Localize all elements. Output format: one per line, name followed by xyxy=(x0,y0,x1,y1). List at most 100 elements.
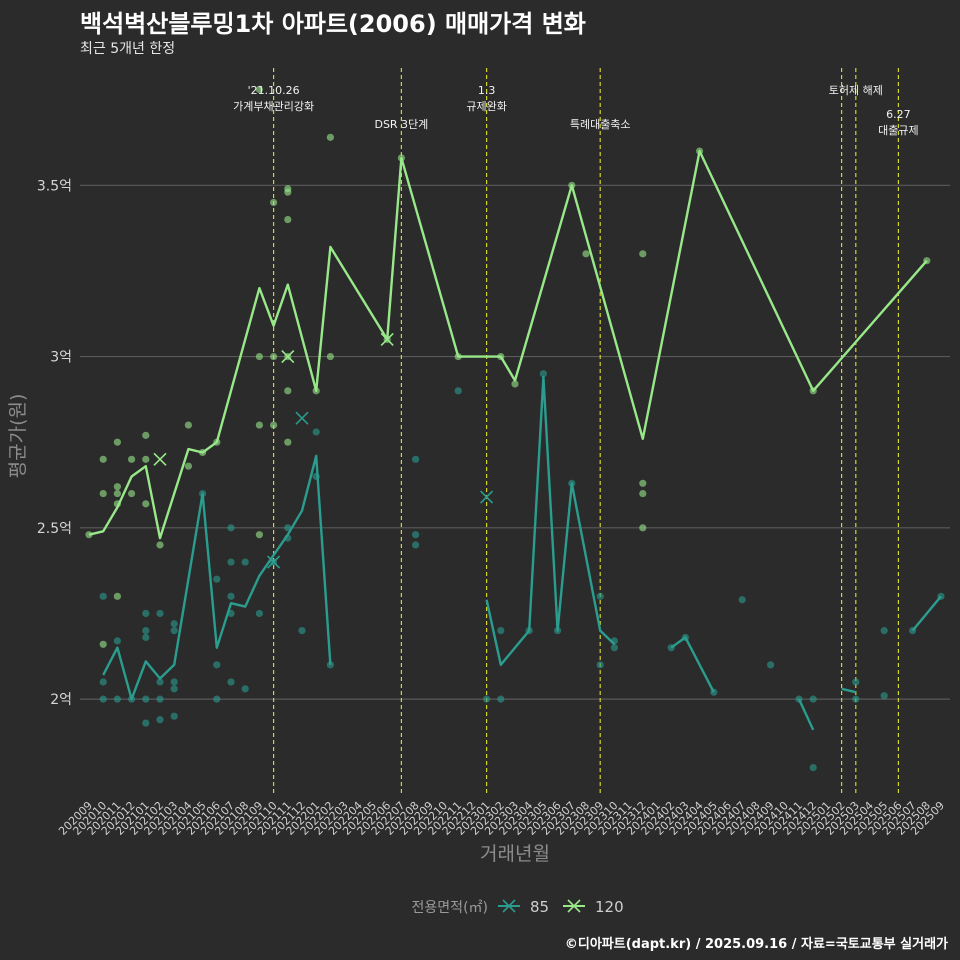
data-point-85 xyxy=(113,637,121,645)
data-point-85 xyxy=(170,620,178,628)
data-point-85 xyxy=(142,695,150,703)
data-point-120 xyxy=(639,250,647,258)
event-annotation: 6.27 xyxy=(886,108,911,121)
data-point-120 xyxy=(582,250,590,258)
data-point-85 xyxy=(412,541,420,549)
series-line-85 xyxy=(911,595,942,632)
data-point-85 xyxy=(852,695,860,703)
event-annotation: 가계부채관리강화 xyxy=(233,100,314,113)
x-marker-85 xyxy=(295,411,309,425)
data-point-85 xyxy=(454,387,462,395)
data-point-85 xyxy=(170,712,178,720)
data-point-120 xyxy=(142,500,150,508)
chart-subtitle: 최근 5개년 한정 xyxy=(80,41,176,57)
legend-item-85: 85 xyxy=(498,898,549,916)
data-point-120 xyxy=(156,541,164,549)
data-point-85 xyxy=(99,678,107,686)
data-point-120 xyxy=(326,352,334,361)
data-point-85 xyxy=(497,695,505,703)
data-point-85 xyxy=(142,633,150,642)
x-marker-85 xyxy=(480,490,494,504)
data-point-85 xyxy=(255,609,263,618)
event-annotation: DSR 3단계 xyxy=(374,118,428,131)
data-point-85 xyxy=(312,428,320,436)
data-point-85 xyxy=(142,719,150,727)
y-tick-label: 3.5억 xyxy=(37,178,72,194)
data-point-120 xyxy=(142,431,150,439)
x-marker-stroke xyxy=(480,490,494,504)
data-point-85 xyxy=(809,763,817,772)
data-point-85 xyxy=(113,695,121,703)
data-point-85 xyxy=(227,592,235,600)
data-point-85 xyxy=(412,455,420,463)
data-point-85 xyxy=(227,524,235,532)
data-point-85 xyxy=(412,531,420,539)
data-point-120 xyxy=(184,421,192,429)
data-point-120 xyxy=(270,421,278,429)
data-point-85 xyxy=(880,692,888,700)
data-point-85 xyxy=(142,609,150,618)
legend-label: 85 xyxy=(530,898,549,916)
x-marker-stroke xyxy=(295,411,309,425)
data-point-85 xyxy=(156,716,164,724)
data-point-120 xyxy=(128,489,136,498)
series-line-120 xyxy=(88,149,928,540)
data-point-85 xyxy=(213,661,221,669)
data-point-120 xyxy=(99,455,107,463)
data-point-85 xyxy=(809,695,817,703)
x-marker-stroke xyxy=(281,350,295,364)
series-line-85 xyxy=(102,454,332,701)
data-point-85 xyxy=(326,661,334,669)
data-point-120 xyxy=(511,380,519,388)
x-axis-title: 거래년월 xyxy=(480,843,550,865)
data-point-85 xyxy=(241,558,249,566)
data-point-85 xyxy=(142,626,150,635)
data-point-85 xyxy=(298,626,306,635)
data-point-85 xyxy=(497,626,505,635)
y-axis-ticks: 2억 2.5억 3억 3.5억 xyxy=(37,178,72,708)
event-annotation: 규제완화 xyxy=(466,100,506,113)
data-point-120 xyxy=(284,188,292,196)
source-caption: ©디아파트(dapt.kr) / 2025.09.16 / 자료=국토교통부 실… xyxy=(564,937,948,952)
highlight-markers xyxy=(153,332,494,569)
data-point-120 xyxy=(639,479,647,487)
event-lines xyxy=(273,68,900,795)
data-point-120 xyxy=(99,640,107,648)
data-point-120 xyxy=(639,489,647,498)
y-axis-title: 평균가(원) xyxy=(7,394,29,479)
data-point-120 xyxy=(284,438,292,446)
event-annotation: 대출규제 xyxy=(878,124,918,137)
data-point-85 xyxy=(156,695,164,703)
data-point-85 xyxy=(610,644,619,652)
data-point-120 xyxy=(184,462,192,470)
series-line-85 xyxy=(797,698,815,731)
data-point-85 xyxy=(852,678,860,686)
legend-swatch-x xyxy=(502,899,516,913)
data-point-85 xyxy=(156,678,164,686)
x-marker-stroke xyxy=(153,452,167,466)
data-point-85 xyxy=(738,596,746,604)
data-point-85 xyxy=(170,685,178,693)
data-point-85 xyxy=(170,626,178,635)
x-marker-stroke xyxy=(267,555,281,569)
legend-label: 120 xyxy=(595,898,624,916)
data-point-85 xyxy=(213,575,221,583)
event-annotation: 토허제 해제 xyxy=(829,83,883,97)
series-lines xyxy=(88,149,942,731)
data-point-85 xyxy=(213,695,221,703)
x-axis-ticks: 2020092020102020112020122021012021022021… xyxy=(56,799,947,838)
series-line-85 xyxy=(485,375,616,666)
legend-title: 전용면적(㎡) xyxy=(412,900,488,916)
data-point-120 xyxy=(270,352,278,361)
scatter-points xyxy=(85,85,945,772)
data-point-120 xyxy=(255,352,263,361)
data-point-120 xyxy=(255,531,263,539)
x-marker-120 xyxy=(281,350,295,364)
data-point-120 xyxy=(255,85,263,94)
data-point-85 xyxy=(170,678,178,686)
x-marker-85 xyxy=(267,555,281,569)
data-point-85 xyxy=(880,626,888,635)
data-point-85 xyxy=(596,592,604,600)
y-tick-label: 3억 xyxy=(50,350,72,366)
